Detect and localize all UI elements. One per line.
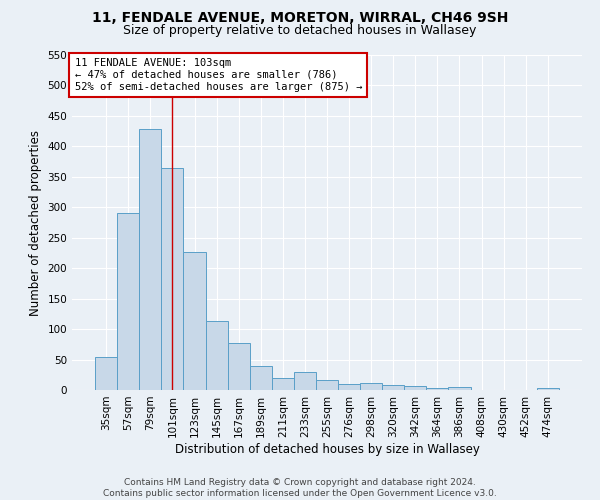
Text: 11, FENDALE AVENUE, MORETON, WIRRAL, CH46 9SH: 11, FENDALE AVENUE, MORETON, WIRRAL, CH4… — [92, 12, 508, 26]
Y-axis label: Number of detached properties: Number of detached properties — [29, 130, 42, 316]
Bar — [316, 380, 338, 390]
Bar — [338, 384, 360, 390]
Bar — [272, 378, 294, 390]
Bar — [139, 130, 161, 390]
Text: Size of property relative to detached houses in Wallasey: Size of property relative to detached ho… — [124, 24, 476, 37]
Bar — [537, 388, 559, 390]
Bar — [184, 252, 206, 390]
Bar — [382, 385, 404, 390]
Bar — [95, 356, 117, 390]
Bar — [227, 343, 250, 390]
X-axis label: Distribution of detached houses by size in Wallasey: Distribution of detached houses by size … — [175, 442, 479, 456]
Bar — [294, 372, 316, 390]
Text: 11 FENDALE AVENUE: 103sqm
← 47% of detached houses are smaller (786)
52% of semi: 11 FENDALE AVENUE: 103sqm ← 47% of detac… — [74, 58, 362, 92]
Bar — [404, 386, 427, 390]
Text: Contains HM Land Registry data © Crown copyright and database right 2024.
Contai: Contains HM Land Registry data © Crown c… — [103, 478, 497, 498]
Bar — [448, 387, 470, 390]
Bar — [250, 366, 272, 390]
Bar — [360, 384, 382, 390]
Bar — [117, 213, 139, 390]
Bar — [206, 321, 227, 390]
Bar — [161, 168, 184, 390]
Bar — [427, 388, 448, 390]
